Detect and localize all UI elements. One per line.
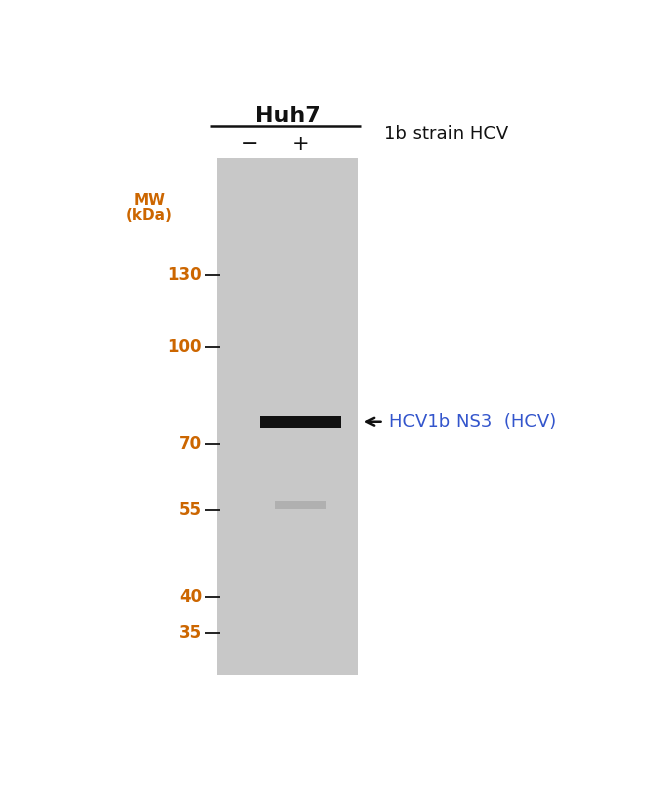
- Text: 35: 35: [179, 624, 202, 642]
- Bar: [260, 416, 341, 428]
- Bar: [275, 501, 326, 509]
- Text: 40: 40: [179, 588, 202, 606]
- Text: 55: 55: [179, 501, 202, 519]
- Text: HCV1b NS3  (HCV): HCV1b NS3 (HCV): [389, 413, 556, 431]
- Text: 70: 70: [179, 435, 202, 454]
- Text: (kDa): (kDa): [126, 208, 173, 223]
- Bar: [217, 158, 358, 675]
- Text: 100: 100: [168, 338, 202, 356]
- Text: Huh7: Huh7: [255, 105, 320, 126]
- Text: +: +: [292, 134, 309, 154]
- Text: 1b strain HCV: 1b strain HCV: [384, 125, 508, 143]
- Text: MW: MW: [133, 193, 165, 208]
- Text: 130: 130: [168, 266, 202, 285]
- Text: −: −: [241, 134, 259, 154]
